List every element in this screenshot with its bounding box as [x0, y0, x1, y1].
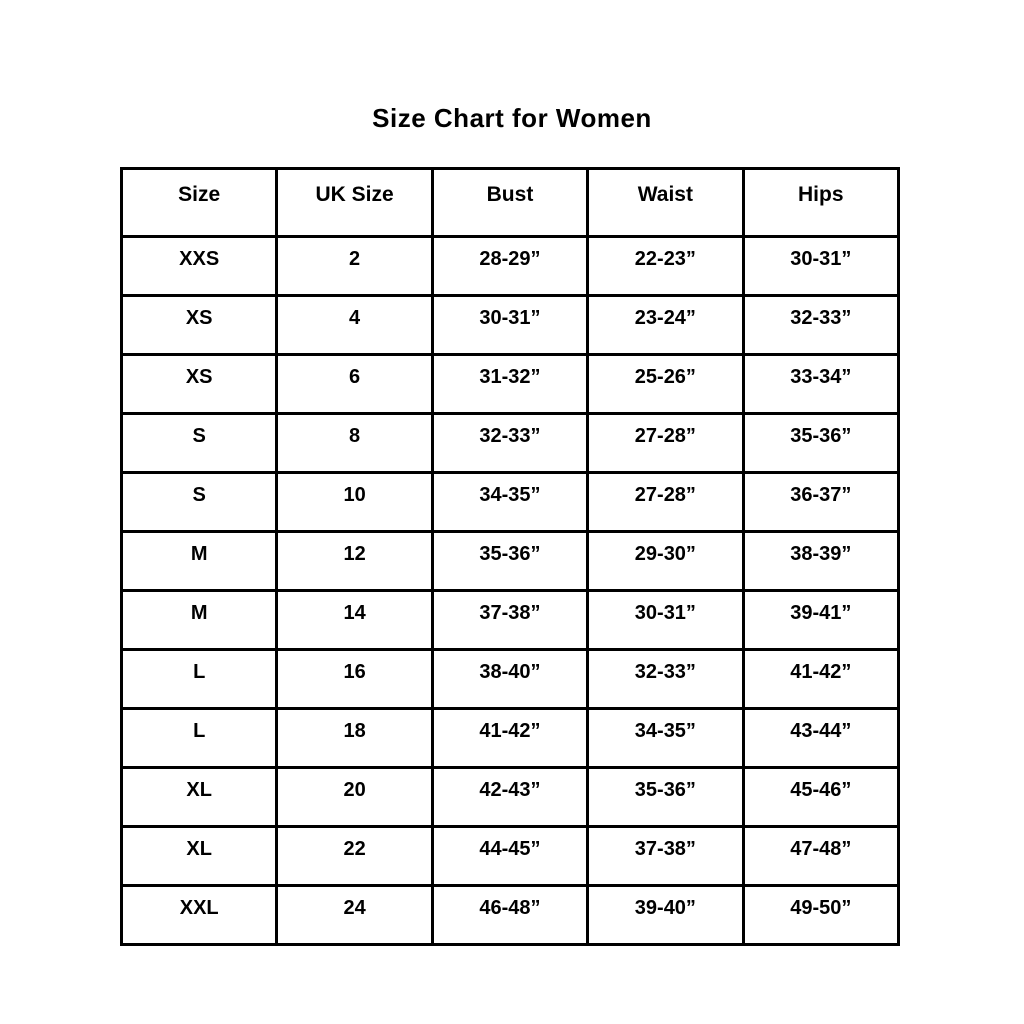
table-cell: XXL — [119, 884, 279, 946]
table-cell: 35-36” — [430, 530, 590, 592]
table-cell: 35-36” — [586, 766, 745, 828]
table-row: XS 4 30-31” 23-24” 32-33” — [119, 294, 901, 356]
table-cell: S — [119, 471, 279, 533]
table-cell: 30-31” — [430, 294, 590, 356]
table-cell: 34-35” — [430, 471, 590, 533]
table-cell: 43-44” — [741, 707, 901, 769]
table-cell: M — [119, 589, 279, 651]
table-row: L 18 41-42” 34-35” 43-44” — [119, 707, 901, 769]
page-title: Size Chart for Women — [372, 103, 652, 133]
table-cell: 24 — [275, 884, 434, 946]
table-cell: 2 — [275, 235, 434, 297]
table-cell: 29-30” — [586, 530, 745, 592]
table-cell: 32-33” — [741, 294, 901, 356]
table-cell: 10 — [275, 471, 434, 533]
table-cell: 38-40” — [430, 648, 590, 710]
table-cell: 20 — [275, 766, 434, 828]
table-cell: XS — [119, 353, 279, 415]
table-cell: M — [119, 530, 279, 592]
table-cell: 37-38” — [586, 825, 745, 887]
table-cell: L — [119, 707, 279, 769]
table-cell: 27-28” — [586, 412, 745, 474]
header-row: Size UK Size Bust Waist Hips — [119, 167, 901, 238]
table-cell: 31-32” — [430, 353, 590, 415]
table-cell: 22 — [275, 825, 434, 887]
table-row: L 16 38-40” 32-33” 41-42” — [119, 648, 901, 710]
table-cell: 32-33” — [586, 648, 745, 710]
table-cell: 16 — [275, 648, 434, 710]
table-row: XL 20 42-43” 35-36” 45-46” — [119, 766, 901, 828]
table-cell: 39-40” — [586, 884, 745, 946]
table-row: S 10 34-35” 27-28” 36-37” — [119, 471, 901, 533]
table-cell: 8 — [275, 412, 434, 474]
table-cell: 35-36” — [741, 412, 901, 474]
table-cell: 30-31” — [586, 589, 745, 651]
table-cell: 38-39” — [741, 530, 901, 592]
table-cell: 37-38” — [430, 589, 590, 651]
table-cell: 39-41” — [741, 589, 901, 651]
table-cell: 14 — [275, 589, 434, 651]
table-cell: 41-42” — [430, 707, 590, 769]
table-cell: 32-33” — [430, 412, 590, 474]
column-header-hips: Hips — [741, 167, 901, 238]
table-cell: 42-43” — [430, 766, 590, 828]
table-cell: 33-34” — [741, 353, 901, 415]
table-row: M 14 37-38” 30-31” 39-41” — [119, 589, 901, 651]
table-cell: 22-23” — [586, 235, 745, 297]
table-row: XL 22 44-45” 37-38” 47-48” — [119, 825, 901, 887]
table-cell: 27-28” — [586, 471, 745, 533]
size-table-header: Size UK Size Bust Waist Hips — [119, 167, 901, 238]
table-cell: 49-50” — [741, 884, 901, 946]
table-cell: 23-24” — [586, 294, 745, 356]
table-cell: 41-42” — [741, 648, 901, 710]
table-cell: 25-26” — [586, 353, 745, 415]
table-cell: 12 — [275, 530, 434, 592]
table-cell: 45-46” — [741, 766, 901, 828]
table-cell: XL — [119, 766, 279, 828]
table-cell: XL — [119, 825, 279, 887]
table-cell: 18 — [275, 707, 434, 769]
table-cell: XXS — [119, 235, 279, 297]
table-row: S 8 32-33” 27-28” 35-36” — [119, 412, 901, 474]
table-cell: 34-35” — [586, 707, 745, 769]
table-cell: XS — [119, 294, 279, 356]
table-cell: 30-31” — [741, 235, 901, 297]
table-cell: 28-29” — [430, 235, 590, 297]
table-cell: 44-45” — [430, 825, 590, 887]
column-header-size: Size — [119, 167, 279, 238]
size-table-body: XXS 2 28-29” 22-23” 30-31” XS 4 30-31” 23-24” 32-… — [119, 235, 901, 946]
table-row: XXS 2 28-29” 22-23” 30-31” — [119, 235, 901, 297]
table-cell: 4 — [275, 294, 434, 356]
table-row: M 12 35-36” 29-30” 38-39” — [119, 530, 901, 592]
table-row: XS 6 31-32” 25-26” 33-34” — [119, 353, 901, 415]
column-header-bust: Bust — [430, 167, 590, 238]
column-header-uk-size: UK Size — [275, 167, 434, 238]
table-cell: S — [119, 412, 279, 474]
table-cell: 46-48” — [430, 884, 590, 946]
size-table: Size UK Size Bust Waist Hips XXS 2 28-29” 22-23… — [119, 167, 901, 946]
table-cell: 47-48” — [741, 825, 901, 887]
column-header-waist: Waist — [586, 167, 745, 238]
table-cell: 6 — [275, 353, 434, 415]
table-cell: L — [119, 648, 279, 710]
table-row: XXL 24 46-48” 39-40” 49-50” — [119, 884, 901, 946]
table-cell: 36-37” — [741, 471, 901, 533]
